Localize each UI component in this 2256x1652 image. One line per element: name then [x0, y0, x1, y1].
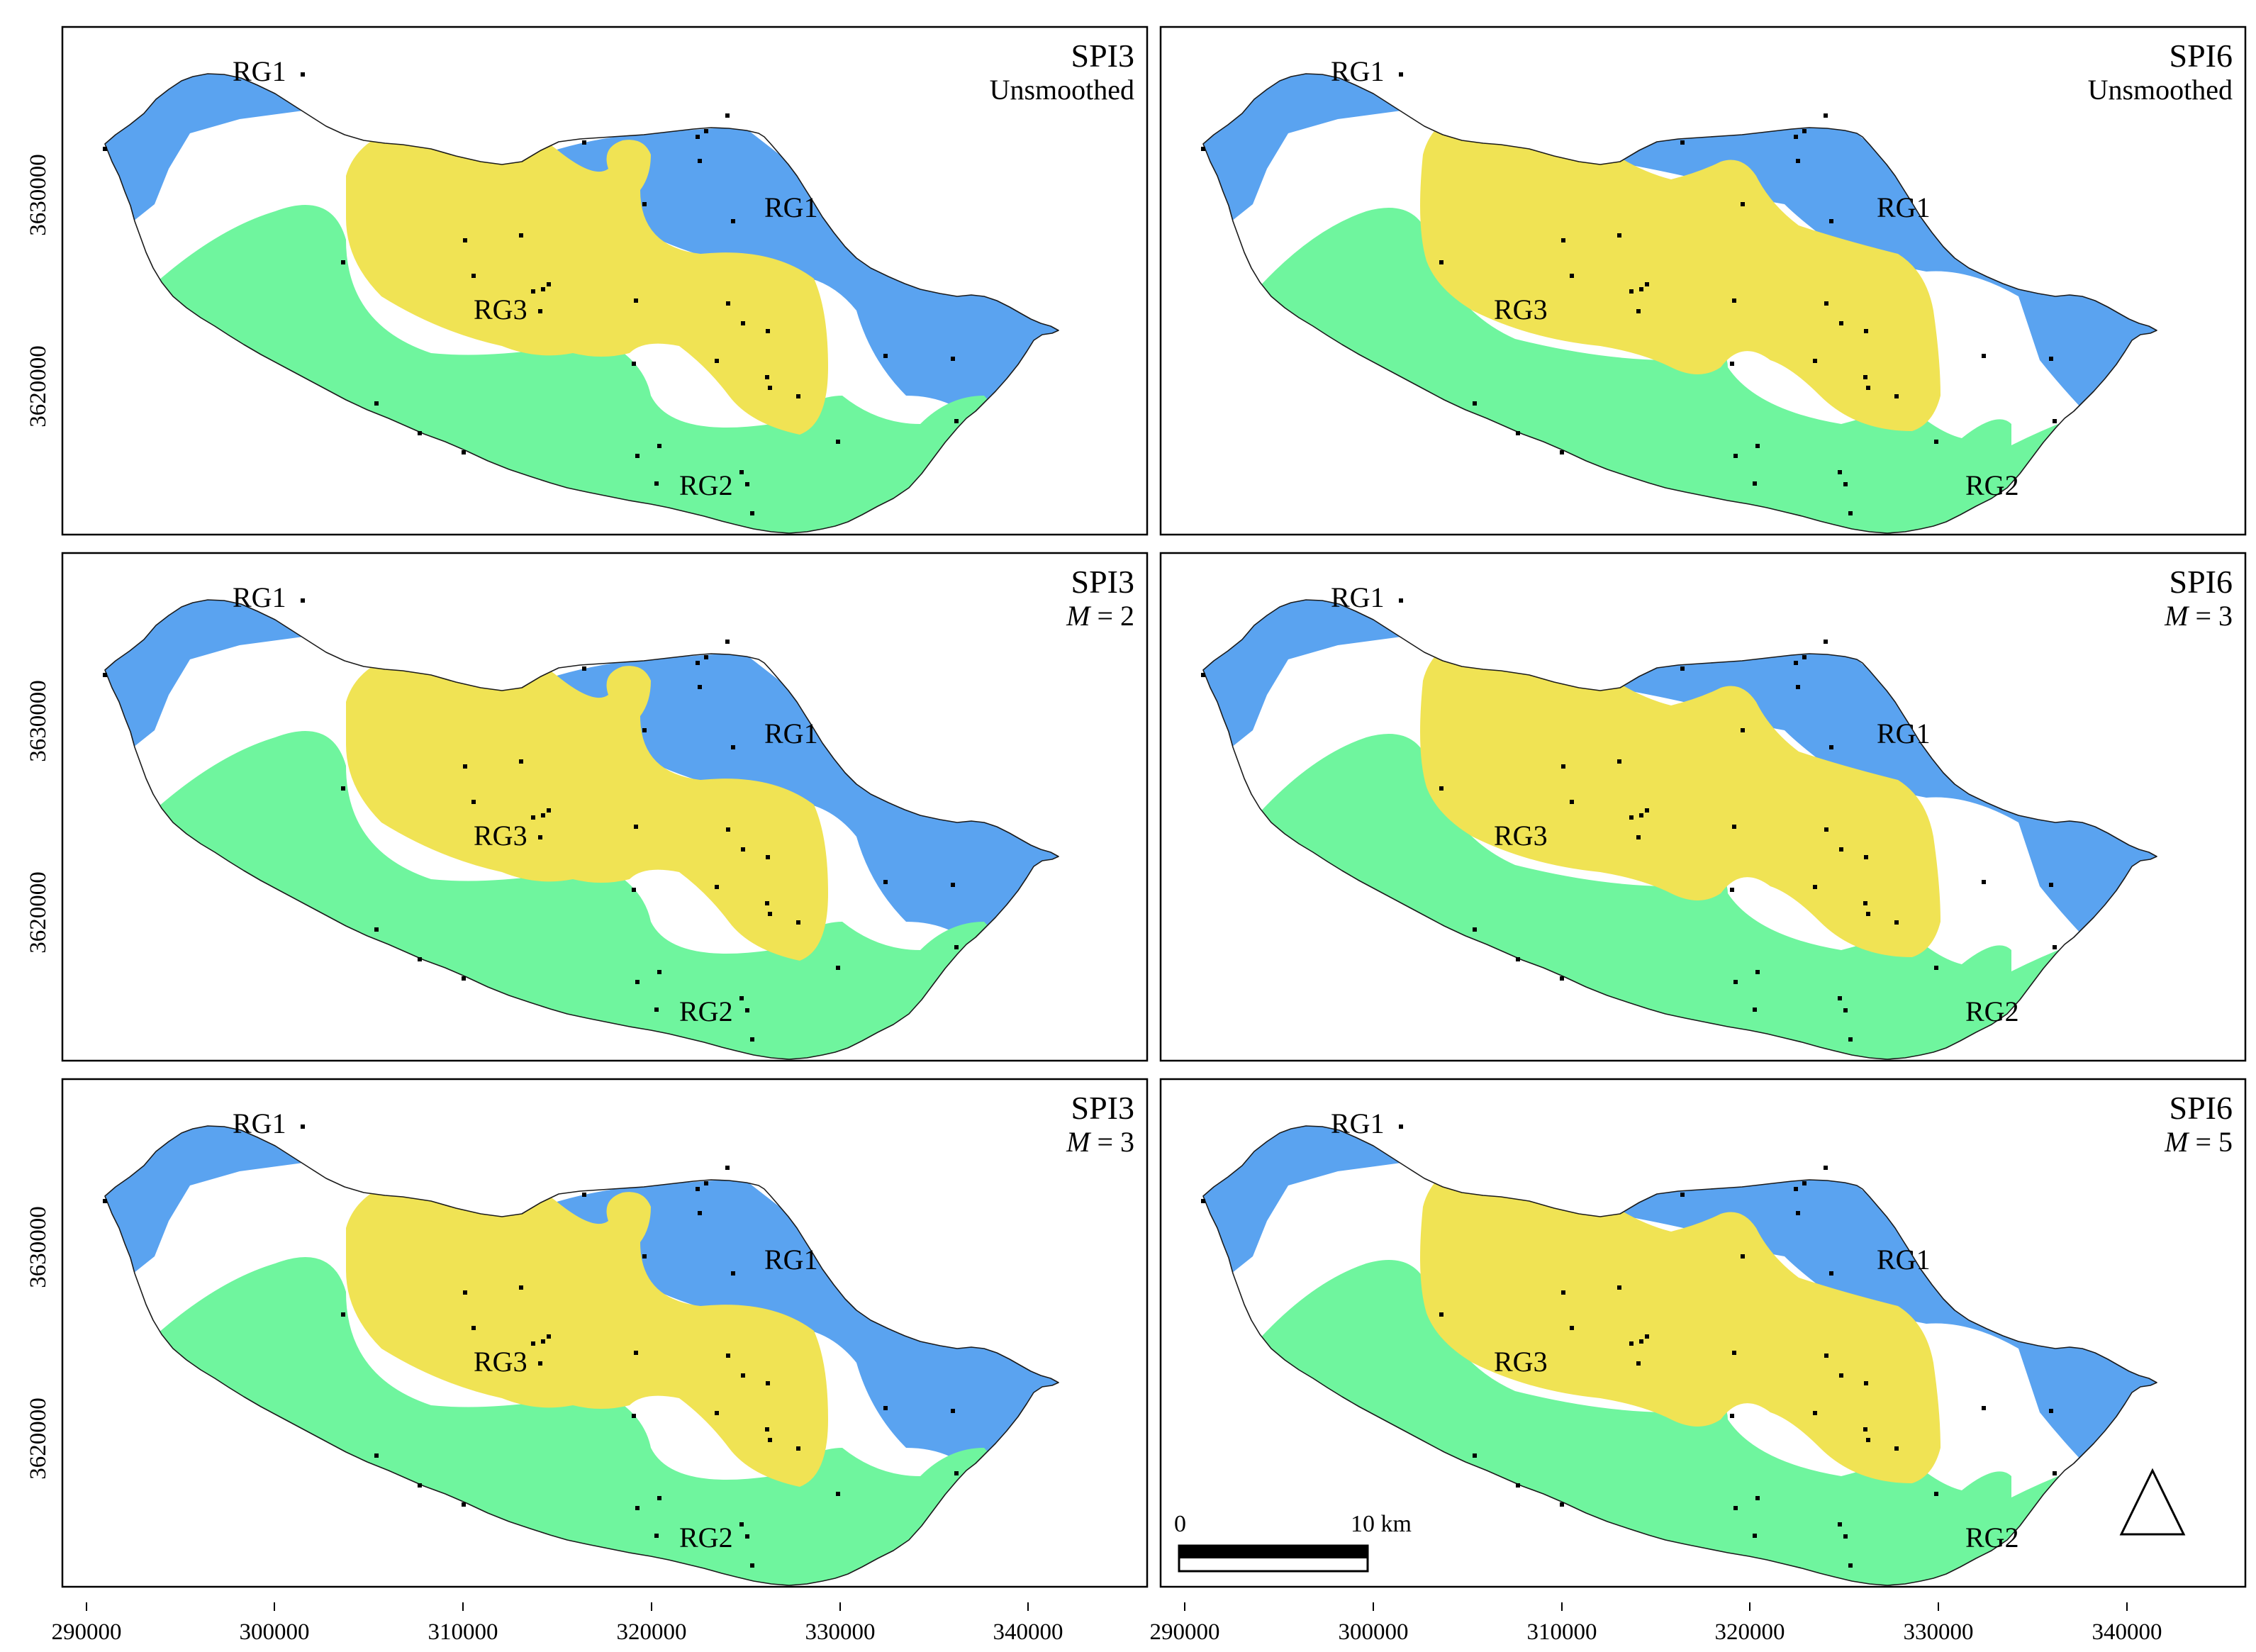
- panel-subtitle: M = 5: [2164, 1126, 2233, 1158]
- region-label-rg3: RG3: [1494, 820, 1548, 852]
- region-label-rg3: RG3: [474, 820, 527, 852]
- panel-title: SPI3: [1071, 1090, 1134, 1126]
- x-tick-label: 300000: [240, 1619, 310, 1645]
- region-label-rg1: RG1: [1877, 1244, 1931, 1276]
- x-axis-left: 290000 300000 310000 320000 330000 34000…: [52, 1602, 1063, 1645]
- region-label-rg1: RG1: [1331, 1107, 1385, 1139]
- region-label-rg3: RG3: [1494, 1346, 1548, 1378]
- y-tick-label: 3620000: [26, 345, 51, 428]
- panel-title: SPI3: [1071, 564, 1134, 600]
- region-label-rg3: RG3: [1494, 294, 1548, 325]
- region-label-rg2: RG2: [679, 995, 733, 1027]
- region-label-rg3: RG3: [474, 294, 527, 325]
- x-tick-label: 330000: [805, 1619, 876, 1645]
- x-tick-label: 300000: [1339, 1619, 1409, 1645]
- scale-end-label: 10 km: [1351, 1511, 1412, 1537]
- x-tick-label: 340000: [993, 1619, 1063, 1645]
- panel-title: SPI6: [2170, 564, 2233, 600]
- x-tick-label: 330000: [1904, 1619, 1974, 1645]
- region-label-rg1: RG1: [764, 1244, 818, 1276]
- triangle-north-arrow-icon: [2119, 1468, 2186, 1536]
- region-label-rg1: RG1: [1877, 191, 1931, 223]
- y-tick-label: 3630000: [26, 154, 51, 236]
- panel-subtitle: M = 3: [1066, 1126, 1134, 1158]
- region-label-rg1: RG1: [233, 55, 286, 87]
- x-tick-label: 320000: [1715, 1619, 1785, 1645]
- region-label-rg2: RG2: [679, 469, 733, 501]
- x-tick-label: 310000: [1527, 1619, 1597, 1645]
- panel-title: SPI6: [2170, 1090, 2233, 1126]
- x-tick-label: 320000: [617, 1619, 687, 1645]
- region-label-rg1: RG1: [233, 1107, 286, 1139]
- panel-title: SPI3: [1071, 38, 1134, 74]
- scale-bar: 0 10 km: [1174, 1511, 1412, 1573]
- panel-subtitle: M = 2: [1066, 600, 1134, 632]
- region-label-rg3: RG3: [474, 1346, 527, 1378]
- region-label-rg2: RG2: [1965, 469, 2019, 501]
- panel-subtitle: Unsmoothed: [990, 74, 1134, 106]
- panel-subtitle: M = 3: [2164, 600, 2233, 632]
- x-tick-label: 290000: [52, 1619, 122, 1645]
- region-label-rg2: RG2: [1965, 995, 2019, 1027]
- region-label-rg1: RG1: [1877, 718, 1931, 749]
- region-label-rg1: RG1: [233, 581, 286, 613]
- y-tick-label: 3620000: [26, 871, 51, 954]
- region-label-rg2: RG2: [1965, 1522, 2019, 1553]
- x-tick-label: 340000: [2092, 1619, 2162, 1645]
- x-tick-label: 290000: [1150, 1619, 1220, 1645]
- panel-title: SPI6: [2170, 38, 2233, 74]
- region-label-rg1: RG1: [764, 191, 818, 223]
- x-tick-label: 310000: [428, 1619, 498, 1645]
- region-label-rg2: RG2: [679, 1522, 733, 1553]
- region-label-rg1: RG1: [1331, 55, 1385, 87]
- region-label-rg1: RG1: [1331, 581, 1385, 613]
- y-axis: 3630000 3620000 3630000 3620000 3630000 …: [26, 154, 51, 1480]
- y-tick-label: 3620000: [26, 1397, 51, 1480]
- y-tick-label: 3630000: [26, 1206, 51, 1288]
- panel-subtitle: Unsmoothed: [2088, 74, 2233, 106]
- region-label-rg1: RG1: [764, 718, 818, 749]
- y-tick-label: 3630000: [26, 680, 51, 762]
- scale-start-label: 0: [1174, 1511, 1186, 1537]
- x-axis-right: 290000 300000 310000 320000 330000 34000…: [1150, 1602, 2162, 1645]
